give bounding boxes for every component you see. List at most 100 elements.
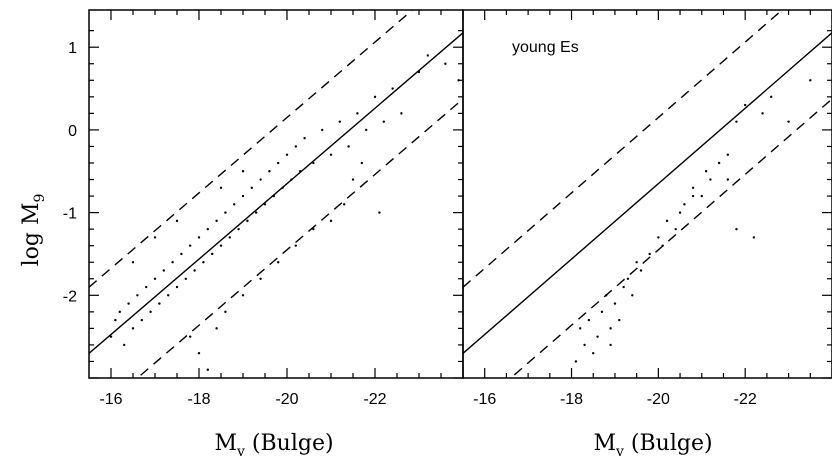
data-point (609, 343, 612, 347)
data-point (118, 310, 122, 314)
data-point (574, 360, 578, 363)
data-point (312, 227, 315, 231)
data-point (241, 170, 245, 173)
data-point (365, 128, 368, 132)
data-point (583, 343, 586, 347)
data-point (743, 103, 747, 107)
data-point (400, 112, 403, 115)
fit-line (89, 32, 463, 354)
lower-envelope-line (136, 98, 463, 378)
data-point (321, 128, 324, 132)
data-point (626, 277, 630, 280)
data-point (770, 95, 773, 99)
y-tick-label: 0 (68, 123, 77, 140)
data-point (587, 318, 591, 322)
right-panel: -16 -18 -20 -22 (462, 9, 832, 408)
x-tick-label: -20 (275, 391, 298, 408)
x-tick-label: -16 (99, 391, 122, 408)
x-tick-label: -22 (363, 391, 386, 408)
data-point (622, 285, 625, 289)
data-point (162, 269, 165, 272)
data-point (189, 335, 192, 338)
data-point (233, 203, 236, 206)
data-point (241, 294, 245, 297)
data-point (735, 120, 738, 123)
data-point (303, 136, 306, 140)
data-point (787, 120, 790, 123)
data-point (202, 261, 205, 264)
data-point (378, 211, 381, 214)
data-point (131, 261, 135, 264)
data-point (131, 327, 135, 330)
x-tick-label: -16 (473, 391, 496, 408)
data-point (294, 145, 297, 148)
data-point (145, 285, 148, 289)
data-point (683, 203, 686, 206)
x-tick-label: -18 (560, 391, 583, 408)
data-point (343, 203, 346, 206)
data-point (290, 178, 293, 181)
data-point (140, 318, 143, 322)
data-point (426, 54, 429, 57)
data-point (717, 161, 721, 165)
data-point (136, 294, 139, 297)
data-point (272, 194, 275, 198)
data-point (373, 95, 377, 99)
y-tick-label: -2 (63, 288, 77, 305)
fit-line (463, 32, 832, 354)
data-point (351, 178, 355, 181)
data-point (809, 79, 812, 82)
data-point (592, 351, 595, 355)
y-tick-label: -1 (63, 206, 77, 223)
data-point (180, 252, 183, 256)
data-point (657, 236, 660, 239)
data-point (726, 153, 730, 156)
data-point (171, 261, 174, 264)
x-tick-label: -18 (187, 391, 210, 408)
data-point (123, 343, 126, 347)
data-point (661, 244, 664, 247)
data-point (579, 327, 582, 330)
data-point (613, 302, 617, 305)
data-point (709, 178, 712, 181)
x-tick-label: -20 (647, 391, 670, 408)
data-point (704, 170, 708, 173)
data-point (691, 186, 695, 189)
data-point (246, 219, 249, 223)
data-point (752, 236, 756, 239)
data-point (237, 227, 240, 231)
data-point (259, 277, 262, 280)
upper-envelope-line (463, 10, 784, 288)
data-point (109, 335, 113, 338)
data-point (382, 120, 385, 123)
data-point (153, 236, 157, 239)
data-point (277, 161, 280, 165)
data-point (250, 186, 253, 189)
data-point (206, 227, 209, 231)
data-point (277, 261, 280, 264)
data-point (360, 161, 363, 165)
data-point (224, 310, 227, 314)
data-point (193, 269, 196, 272)
data-point (158, 302, 161, 305)
data-point (674, 227, 677, 231)
lower-envelope-line (509, 98, 832, 378)
data-point (281, 186, 284, 189)
data-point (618, 318, 621, 322)
data-point (312, 161, 315, 165)
data-point (761, 112, 764, 115)
data-point (219, 244, 223, 247)
data-point (184, 277, 187, 280)
data-point (197, 236, 201, 239)
young-es-annotation: young Es (512, 39, 579, 56)
x-axis-title-left: Mv (Bulge) (214, 431, 333, 459)
data-point (167, 294, 170, 297)
y-tick-label: 1 (68, 40, 77, 57)
data-point (255, 211, 258, 214)
data-point (609, 327, 612, 330)
data-point (215, 327, 218, 330)
data-point (189, 244, 192, 247)
data-point (153, 277, 157, 280)
data-point (417, 70, 421, 74)
data-point (285, 153, 289, 156)
